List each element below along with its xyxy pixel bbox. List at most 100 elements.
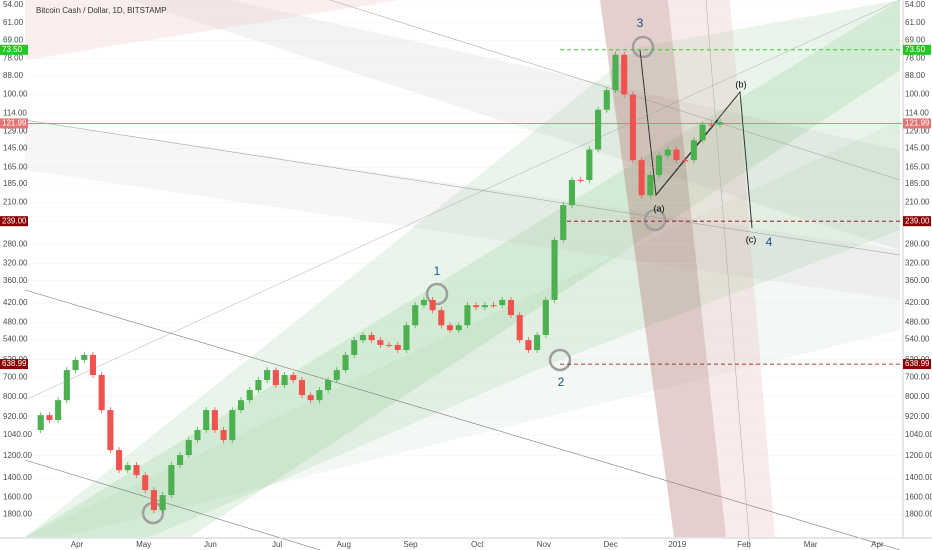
candle bbox=[55, 400, 62, 421]
x-tick-label: Nov bbox=[537, 540, 551, 549]
candle bbox=[142, 475, 149, 491]
y-tick-label: 129.00 bbox=[3, 127, 28, 136]
y-tick-label: 320.00 bbox=[905, 259, 930, 268]
y-tick-label: 800.00 bbox=[905, 392, 930, 401]
candle bbox=[708, 124, 715, 126]
price-label: 239.00 bbox=[2, 216, 27, 225]
y-tick-label: 69.00 bbox=[905, 36, 926, 45]
candle bbox=[673, 149, 680, 161]
chart-title: Bitcoin Cash / Dollar, 1D, BITSTAMP bbox=[36, 6, 167, 15]
candle bbox=[412, 305, 419, 326]
price-label-bg bbox=[903, 359, 931, 370]
candle bbox=[351, 340, 358, 355]
wave-label: 3 bbox=[637, 16, 644, 30]
candle bbox=[455, 325, 462, 331]
y-tick-label: 61.00 bbox=[3, 18, 24, 27]
y-tick-label: 165.00 bbox=[3, 162, 28, 171]
y-tick-label: 700.00 bbox=[3, 372, 28, 381]
candle bbox=[603, 90, 610, 110]
candle bbox=[307, 395, 314, 401]
candle bbox=[89, 354, 97, 376]
candle bbox=[264, 370, 271, 381]
y-tick-label: 165.00 bbox=[905, 162, 930, 171]
candle bbox=[621, 54, 628, 95]
candle bbox=[473, 305, 480, 308]
candle bbox=[682, 160, 689, 162]
y-tick-label: 54.00 bbox=[905, 0, 926, 9]
price-label: 73.50 bbox=[905, 45, 926, 54]
wave-label: (b) bbox=[736, 79, 747, 89]
y-tick-label: 920.00 bbox=[3, 412, 28, 421]
candle bbox=[516, 315, 523, 341]
candle bbox=[272, 370, 279, 386]
candle bbox=[220, 430, 227, 441]
candle bbox=[612, 54, 619, 91]
price-label-bg bbox=[903, 44, 931, 55]
candle bbox=[159, 495, 166, 511]
x-tick-label: Mar bbox=[804, 540, 818, 549]
candle bbox=[290, 375, 297, 381]
candle bbox=[229, 410, 236, 441]
candle bbox=[107, 410, 114, 451]
pivot-circle bbox=[425, 282, 449, 306]
price-label-bg bbox=[0, 359, 28, 370]
price-label-bg bbox=[903, 118, 931, 129]
candle bbox=[690, 140, 697, 161]
candle bbox=[499, 299, 506, 306]
candle bbox=[386, 344, 393, 346]
candle bbox=[281, 375, 288, 386]
x-tick-label: Oct bbox=[471, 540, 484, 549]
price-label: 638.99 bbox=[905, 359, 930, 368]
candle bbox=[490, 305, 497, 307]
candle bbox=[72, 359, 79, 371]
pivot-circle bbox=[631, 35, 655, 59]
candle bbox=[168, 465, 175, 496]
x-tick-label: Jun bbox=[204, 540, 217, 549]
price-label: 121.99 bbox=[905, 119, 930, 128]
candle bbox=[211, 410, 218, 431]
candle bbox=[237, 400, 245, 411]
candle bbox=[507, 299, 515, 316]
y-tick-label: 360.00 bbox=[3, 276, 28, 285]
y-tick-label: 320.00 bbox=[3, 259, 28, 268]
candle bbox=[595, 109, 602, 150]
candle bbox=[177, 455, 184, 466]
y-tick-label: 100.00 bbox=[905, 90, 930, 99]
y-tick-label: 78.00 bbox=[3, 54, 24, 63]
candle bbox=[124, 465, 131, 471]
fan-band bbox=[25, 120, 900, 537]
y-tick-label: 88.00 bbox=[3, 71, 24, 80]
candle bbox=[46, 415, 53, 421]
y-tick-label: 54.00 bbox=[3, 0, 24, 9]
y-tick-label: 1600.00 bbox=[905, 493, 932, 502]
price-label-bg bbox=[903, 216, 931, 227]
candle bbox=[586, 149, 593, 180]
y-tick-label: 1800.00 bbox=[3, 510, 32, 519]
candle bbox=[438, 310, 445, 326]
x-tick-label: Jul bbox=[272, 540, 282, 549]
y-tick-label: 1800.00 bbox=[905, 510, 932, 519]
channel-band bbox=[25, 120, 900, 300]
y-tick-label: 145.00 bbox=[3, 144, 28, 153]
candle bbox=[577, 179, 584, 181]
y-tick-label: 700.00 bbox=[905, 372, 930, 381]
candle bbox=[655, 155, 663, 176]
wave-label: 1 bbox=[434, 264, 441, 278]
x-tick-label: Aug bbox=[337, 540, 351, 549]
y-tick-label: 1040.00 bbox=[3, 430, 32, 439]
y-tick-label: 100.00 bbox=[3, 90, 28, 99]
candle bbox=[525, 340, 532, 351]
y-tick-label: 540.00 bbox=[3, 335, 28, 344]
trend-line bbox=[24, 459, 321, 550]
price-label-bg bbox=[0, 118, 28, 129]
price-label-bg bbox=[0, 216, 28, 227]
trend-line bbox=[24, 119, 901, 256]
wave-label: 2 bbox=[558, 375, 565, 389]
candle bbox=[255, 380, 262, 391]
y-tick-label: 1400.00 bbox=[3, 473, 32, 482]
candle bbox=[333, 370, 340, 381]
y-tick-label: 540.00 bbox=[905, 335, 930, 344]
candle bbox=[116, 450, 123, 471]
y-tick-label: 88.00 bbox=[905, 71, 926, 80]
y-tick-label: 480.00 bbox=[905, 318, 930, 327]
